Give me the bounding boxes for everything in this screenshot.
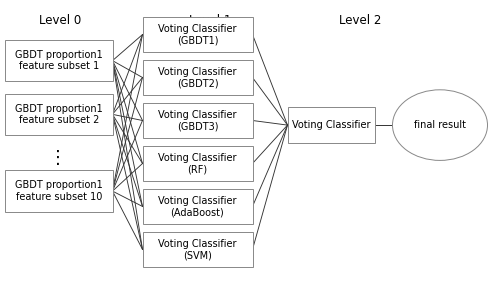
FancyBboxPatch shape [288,107,375,143]
Text: Voting Classifier
(GBDT3): Voting Classifier (GBDT3) [158,110,237,131]
Ellipse shape [392,90,488,160]
FancyBboxPatch shape [142,232,252,267]
Text: final result: final result [414,120,466,130]
Text: Voting Classifier: Voting Classifier [292,120,370,130]
FancyBboxPatch shape [142,103,252,138]
FancyBboxPatch shape [142,189,252,224]
Text: Voting Classifier
(RF): Voting Classifier (RF) [158,153,237,174]
Text: Voting Classifier
(GBDT1): Voting Classifier (GBDT1) [158,24,237,45]
FancyBboxPatch shape [5,40,112,81]
Text: ⋮: ⋮ [48,149,66,167]
Text: Level 2: Level 2 [339,14,381,27]
Text: Voting Classifier
(SVM): Voting Classifier (SVM) [158,239,237,260]
Text: Level 1: Level 1 [189,14,231,27]
Text: GBDT proportion1
feature subset 1: GBDT proportion1 feature subset 1 [15,50,102,72]
FancyBboxPatch shape [142,60,252,95]
Text: GBDT proportion1
feature subset 10: GBDT proportion1 feature subset 10 [15,180,102,202]
FancyBboxPatch shape [142,146,252,181]
FancyBboxPatch shape [142,17,252,52]
FancyBboxPatch shape [5,170,112,212]
Text: GBDT proportion1
feature subset 2: GBDT proportion1 feature subset 2 [15,103,102,125]
FancyBboxPatch shape [5,94,112,135]
Text: Voting Classifier
(AdaBoost): Voting Classifier (AdaBoost) [158,196,237,217]
Text: Voting Classifier
(GBDT2): Voting Classifier (GBDT2) [158,67,237,88]
Text: Level 0: Level 0 [39,14,81,27]
